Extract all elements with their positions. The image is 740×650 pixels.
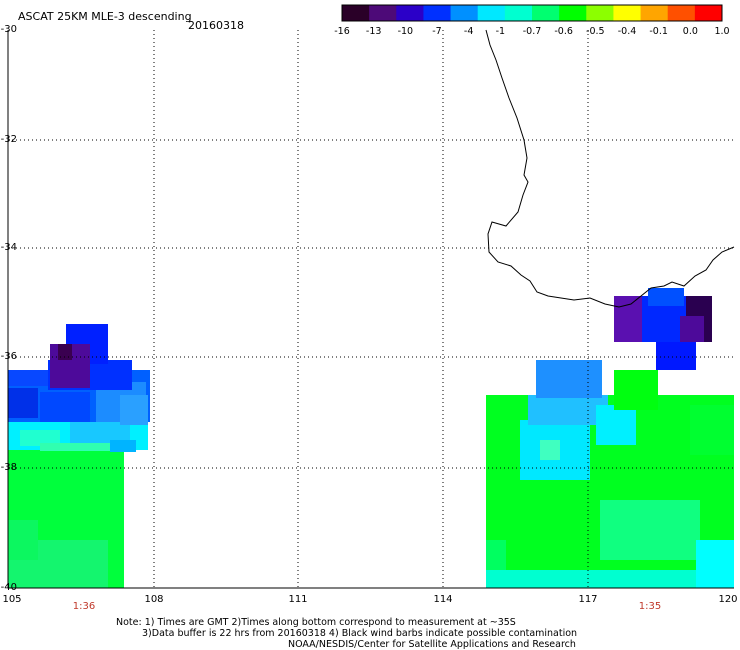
colorbar-tick-label: -1 (495, 26, 506, 37)
longitude-label: 105 (2, 594, 22, 605)
colorbar-tick-label: -0.7 (522, 26, 542, 37)
colorbar-tick-label: -0.6 (554, 26, 573, 37)
note-line-2: 3)Data buffer is 22 hrs from 20160318 4)… (142, 628, 578, 639)
longitude-label: 117 (578, 594, 598, 605)
colorbar-tick-label: 1.0 (714, 26, 730, 37)
colorbar-tick-label: -4 (463, 26, 474, 37)
colorbar-tick-label: -7 (432, 26, 442, 37)
colorbar-swatch (640, 5, 669, 21)
colorbar-swatch (504, 5, 533, 21)
colorbar-swatch (613, 5, 642, 21)
colorbar-swatch (559, 5, 587, 21)
latitude-label: -34 (0, 242, 17, 253)
colorbar-tick-label: -13 (365, 26, 382, 37)
colorbar-tick-label: -10 (397, 26, 414, 37)
colorbar-tick-label: -0.4 (617, 26, 637, 37)
colorbar-swatch (423, 5, 452, 21)
colorbar-swatch (342, 5, 370, 21)
pass-time-right: 1:35 (638, 601, 662, 612)
colorbar-swatch (532, 5, 560, 21)
colorbar-tick-label: -0.1 (649, 26, 668, 37)
colorbar-swatch (369, 5, 397, 21)
latitude-label: -30 (0, 24, 17, 35)
longitude-label: 114 (433, 594, 453, 605)
latitude-label: -38 (0, 462, 17, 473)
map-title: ASCAT 25KM MLE-3 descending (18, 10, 192, 23)
longitude-label: 111 (288, 594, 308, 605)
colorbar-swatch (450, 5, 479, 21)
swath-right (486, 288, 734, 588)
note-line-1: Note: 1) Times are GMT 2)Times along bot… (116, 617, 516, 628)
graticule (8, 30, 734, 588)
colorbar-frame (341, 4, 723, 22)
colorbar-tick-label: -0.5 (586, 26, 605, 37)
longitude-label: 120 (718, 594, 738, 605)
colorbar-tick-label: -16 (334, 26, 350, 37)
swath-left (8, 324, 150, 588)
coastline (485, 29, 735, 308)
colorbar-swatch (667, 5, 696, 21)
latitude-label: -40 (0, 582, 17, 593)
latitude-label: -36 (0, 351, 17, 362)
colorbar-swatch (477, 5, 506, 21)
longitude-label: 108 (144, 594, 164, 605)
latitude-label: -32 (0, 134, 17, 145)
colorbar-tick-label: 0.0 (682, 26, 698, 37)
colorbar (341, 4, 723, 22)
pass-time-left: 1:36 (72, 601, 96, 612)
note-line-3: NOAA/NESDIS/Center for Satellite Applica… (288, 639, 576, 650)
map-frame (7, 30, 734, 589)
colorbar-swatch (396, 5, 424, 21)
map-date: 20160318 (188, 19, 244, 32)
colorbar-swatch (586, 5, 614, 21)
colorbar-swatch (694, 5, 723, 21)
